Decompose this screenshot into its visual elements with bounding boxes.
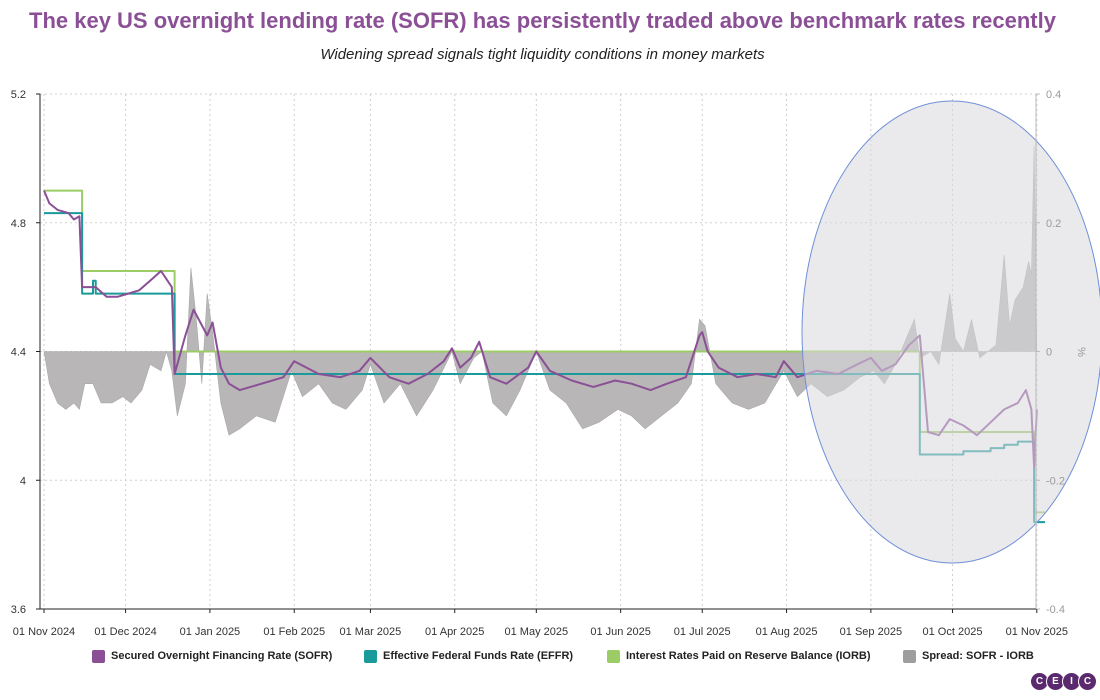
ceic-logo: C E I C: [1030, 672, 1097, 691]
legend-item-sofr[interactable]: Secured Overnight Financing Rate (SOFR): [92, 648, 332, 664]
logo-letter: C: [1078, 672, 1097, 691]
legend-label-effr: Effective Federal Funds Rate (EFFR): [383, 650, 574, 662]
x-tick-label: 01 Nov 2024: [13, 626, 75, 638]
y-axis-label-right: %: [1075, 347, 1087, 357]
legend-swatch-iorb: [607, 649, 620, 663]
y-tick-label-left: 4.8: [11, 218, 26, 230]
x-tick-label: 01 Apr 2025: [425, 626, 484, 638]
chart-subtitle: Widening spread signals tight liquidity …: [320, 46, 765, 63]
x-tick-label: 01 Dec 2024: [94, 626, 156, 638]
y-tick-label-right: -0.2: [1046, 475, 1065, 487]
y-tick-label-right: -0.4: [1046, 604, 1065, 616]
y-tick-label-right: 0.4: [1046, 89, 1061, 101]
x-tick-label: 01 May 2025: [505, 626, 569, 638]
x-tick-label: 01 Nov 2025: [1006, 626, 1068, 638]
x-tick-label: 01 Oct 2025: [923, 626, 983, 638]
x-tick-label: 01 Jan 2025: [180, 626, 241, 638]
x-tick-label: 01 Aug 2025: [756, 626, 818, 638]
legend-label-iorb: Interest Rates Paid on Reserve Balance (…: [626, 650, 871, 662]
chart-title: The key US overnight lending rate (SOFR)…: [29, 8, 1056, 33]
y-tick-label-left: 3.6: [11, 604, 26, 616]
x-tick-label: 01 Mar 2025: [340, 626, 402, 638]
legend-item-spread[interactable]: Spread: SOFR - IORB: [903, 648, 1034, 664]
y-tick-label-left: 4: [20, 475, 26, 487]
legend-swatch-effr: [364, 649, 377, 663]
x-tick-label: 01 Sep 2025: [840, 626, 902, 638]
y-tick-label-left: 4.4: [11, 347, 26, 359]
legend-swatch-sofr: [92, 649, 105, 663]
legend-item-effr[interactable]: Effective Federal Funds Rate (EFFR): [364, 648, 573, 664]
legend-swatch-spread: [903, 649, 916, 663]
legend-label-sofr: Secured Overnight Financing Rate (SOFR): [111, 650, 333, 662]
x-tick-label: 01 Feb 2025: [263, 626, 325, 638]
legend-label-spread: Spread: SOFR - IORB: [922, 650, 1034, 662]
x-tick-label: 01 Jul 2025: [674, 626, 731, 638]
legend-item-iorb[interactable]: Interest Rates Paid on Reserve Balance (…: [607, 648, 871, 664]
y-tick-label-right: 0.2: [1046, 218, 1061, 230]
y-tick-label-left: 5.2: [11, 89, 26, 101]
x-tick-label: 01 Jun 2025: [590, 626, 651, 638]
y-tick-label-right: 0: [1046, 347, 1052, 359]
highlight-ellipse: [801, 100, 1100, 564]
